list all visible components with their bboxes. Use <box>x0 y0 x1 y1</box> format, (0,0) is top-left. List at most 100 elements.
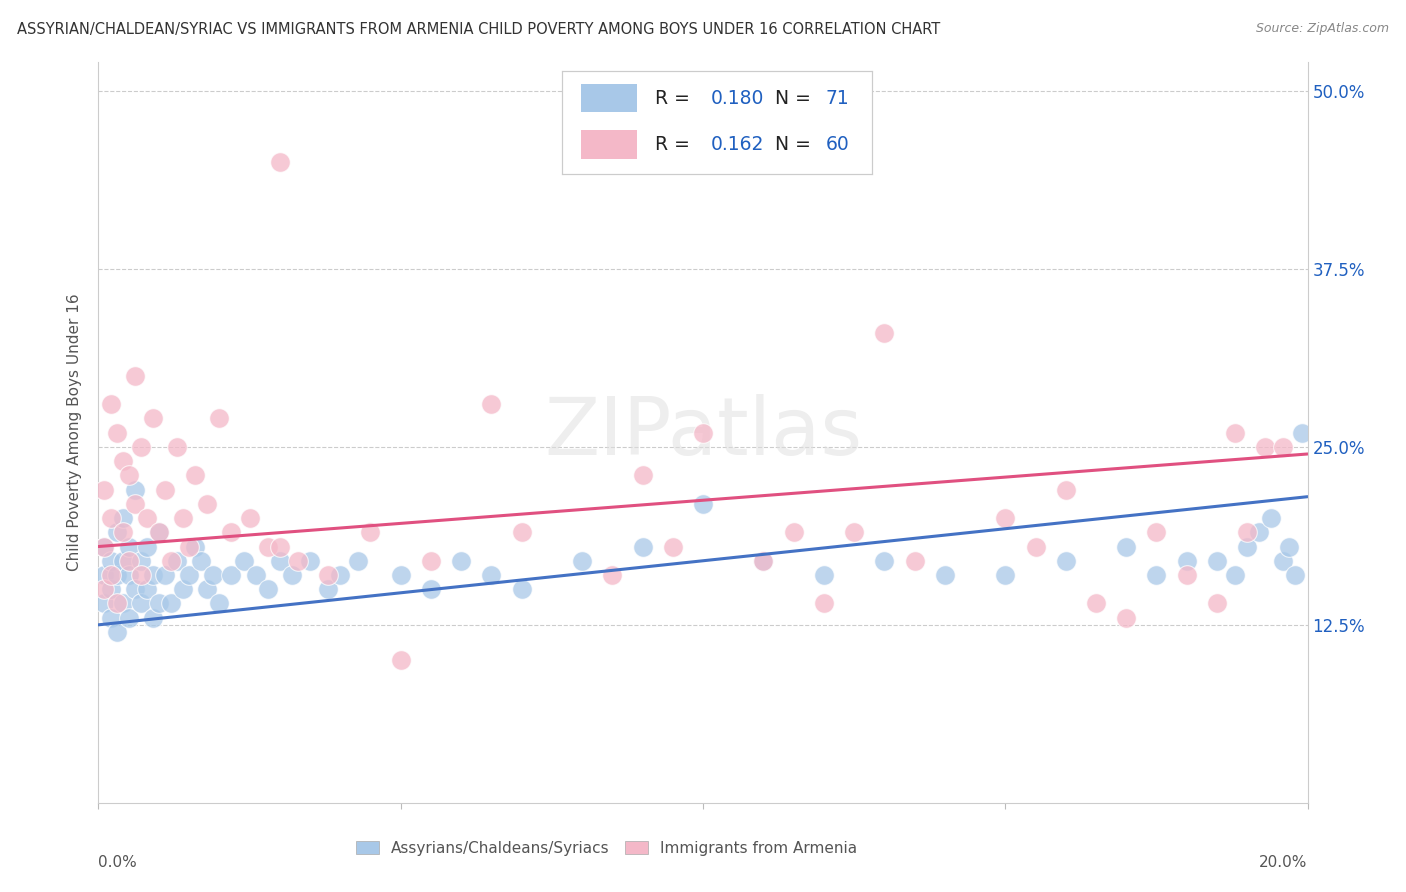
Point <box>1272 440 1295 454</box>
Text: R =: R = <box>655 88 696 108</box>
Point <box>813 597 835 611</box>
Point <box>481 397 503 411</box>
Point <box>118 468 141 483</box>
Point <box>148 597 170 611</box>
Point <box>93 597 115 611</box>
Point <box>118 554 141 568</box>
Point <box>195 497 218 511</box>
Point <box>179 568 201 582</box>
Point <box>195 582 218 597</box>
Point <box>245 568 267 582</box>
Text: Source: ZipAtlas.com: Source: ZipAtlas.com <box>1256 22 1389 36</box>
Point <box>934 568 956 582</box>
Point <box>571 554 593 568</box>
Point <box>1115 540 1137 554</box>
Point <box>256 582 278 597</box>
Point <box>166 554 188 568</box>
Point <box>450 554 472 568</box>
Point <box>1085 597 1108 611</box>
Point <box>100 582 122 597</box>
Point <box>153 483 176 497</box>
Point <box>232 554 254 568</box>
Point <box>1223 568 1246 582</box>
Point <box>1236 525 1258 540</box>
Point <box>208 411 231 425</box>
Point <box>783 525 806 540</box>
Point <box>105 597 128 611</box>
Point <box>389 653 412 667</box>
Point <box>269 155 291 169</box>
Point <box>1278 540 1301 554</box>
Point <box>221 568 243 582</box>
Point <box>148 525 170 540</box>
Text: ZIPatlas: ZIPatlas <box>544 393 862 472</box>
Point <box>100 554 122 568</box>
Point <box>179 540 201 554</box>
Point <box>1260 511 1282 525</box>
Point <box>1144 525 1167 540</box>
Point <box>105 568 128 582</box>
Point <box>1024 540 1046 554</box>
Point <box>118 540 141 554</box>
Point <box>148 525 170 540</box>
Point <box>111 554 134 568</box>
Point <box>1223 425 1246 440</box>
Point <box>166 440 188 454</box>
Point <box>904 554 927 568</box>
Text: 0.0%: 0.0% <box>98 855 138 870</box>
Point <box>160 554 183 568</box>
Point <box>100 568 122 582</box>
Point <box>329 568 352 582</box>
Point <box>256 540 278 554</box>
Point <box>481 568 503 582</box>
Point <box>420 554 443 568</box>
Text: N =: N = <box>763 135 817 153</box>
Point <box>124 483 146 497</box>
Point <box>184 468 207 483</box>
Point <box>93 483 115 497</box>
Point <box>124 368 146 383</box>
Point <box>631 468 654 483</box>
Point <box>873 554 896 568</box>
Point <box>752 554 775 568</box>
Point <box>420 582 443 597</box>
Text: 20.0%: 20.0% <box>1260 855 1308 870</box>
Point <box>208 597 231 611</box>
Point <box>105 525 128 540</box>
Point <box>1291 425 1313 440</box>
Text: 0.162: 0.162 <box>711 135 765 153</box>
Point <box>202 568 225 582</box>
Point <box>221 525 243 540</box>
Point <box>124 497 146 511</box>
Point <box>111 454 134 468</box>
Point <box>994 511 1017 525</box>
Text: 0.180: 0.180 <box>711 88 765 108</box>
Point <box>347 554 370 568</box>
Point <box>124 582 146 597</box>
Point <box>118 568 141 582</box>
Point <box>160 597 183 611</box>
Point <box>135 540 157 554</box>
Point <box>142 411 165 425</box>
Point <box>1115 610 1137 624</box>
Point <box>93 568 115 582</box>
Point <box>100 610 122 624</box>
Point <box>287 554 309 568</box>
Point <box>692 497 714 511</box>
Y-axis label: Child Poverty Among Boys Under 16: Child Poverty Among Boys Under 16 <box>67 293 83 572</box>
Point <box>510 525 533 540</box>
Point <box>153 568 176 582</box>
Point <box>1236 540 1258 554</box>
Point <box>661 540 683 554</box>
Point <box>129 568 152 582</box>
Point <box>1249 525 1271 540</box>
Point <box>129 597 152 611</box>
Point <box>172 511 194 525</box>
Point <box>239 511 262 525</box>
Legend: Assyrians/Chaldeans/Syriacs, Immigrants from Armenia: Assyrians/Chaldeans/Syriacs, Immigrants … <box>350 835 863 862</box>
Point <box>269 554 291 568</box>
Point <box>135 582 157 597</box>
Point <box>1206 554 1229 568</box>
Point <box>1175 554 1198 568</box>
Text: ASSYRIAN/CHALDEAN/SYRIAC VS IMMIGRANTS FROM ARMENIA CHILD POVERTY AMONG BOYS UND: ASSYRIAN/CHALDEAN/SYRIAC VS IMMIGRANTS F… <box>17 22 941 37</box>
